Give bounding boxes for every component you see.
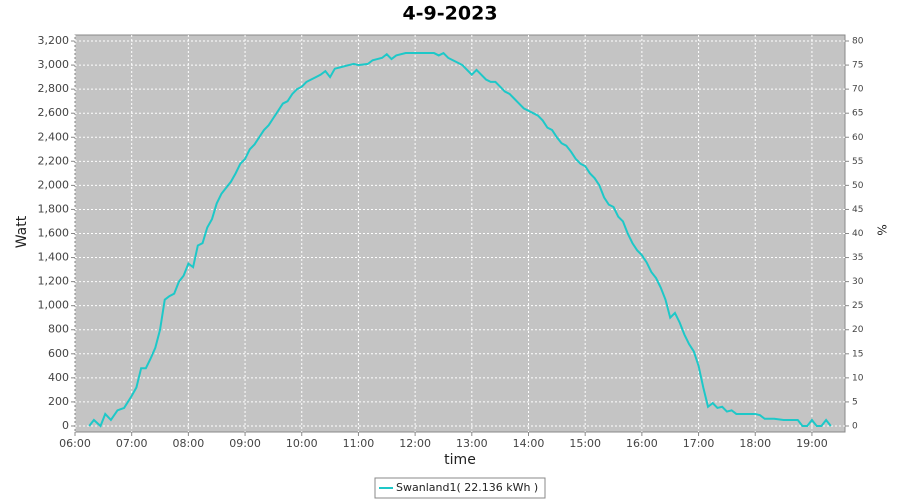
x-tick-label: 12:00 — [399, 437, 431, 450]
y2-tick-label: 60 — [852, 133, 864, 143]
y-tick-label: 800 — [48, 323, 69, 336]
y2-tick-label: 5 — [852, 397, 858, 407]
y2-tick-label: 65 — [852, 109, 863, 119]
x-tick-label: 10:00 — [286, 437, 318, 450]
y2-tick-label: 80 — [852, 37, 864, 47]
x-tick-label: 17:00 — [683, 437, 715, 450]
y-tick-label: 400 — [48, 371, 69, 384]
y2-tick-label: 35 — [852, 253, 863, 263]
y-tick-label: 3,000 — [38, 58, 70, 71]
legend-box — [374, 477, 546, 499]
x-tick-label: 19:00 — [796, 437, 828, 450]
x-tick-label: 18:00 — [739, 437, 771, 450]
x-tick-label: 11:00 — [343, 437, 375, 450]
x-tick-label: 07:00 — [116, 437, 148, 450]
x-tick-label: 16:00 — [626, 437, 658, 450]
y-tick-label: 2,400 — [38, 130, 70, 143]
y-tick-label: 1,200 — [38, 275, 70, 288]
y-tick-label: 1,600 — [38, 227, 70, 240]
y2-tick-label: 75 — [852, 61, 863, 71]
y-axis-label: Watt — [14, 215, 30, 248]
y2-tick-label: 55 — [852, 157, 863, 167]
chart-title: 4-9-2023 — [402, 3, 497, 25]
y-tick-label: 200 — [48, 395, 69, 408]
y2-tick-label: 45 — [852, 205, 863, 215]
y2-tick-label: 25 — [852, 301, 863, 311]
y-tick-label: 1,800 — [38, 202, 70, 215]
x-tick-label: 08:00 — [173, 437, 205, 450]
x-tick-label: 15:00 — [569, 437, 601, 450]
y-tick-label: 1,400 — [38, 251, 70, 264]
y2-axis-label: % — [875, 224, 889, 235]
y-tick-label: 2,200 — [38, 154, 70, 167]
y2-tick-label: 50 — [852, 181, 864, 191]
x-axis-label: time — [444, 452, 476, 468]
y-tick-label: 3,200 — [38, 34, 70, 47]
y2-tick-label: 40 — [852, 229, 864, 239]
y-tick-label: 2,000 — [38, 178, 70, 191]
y-tick-label: 0 — [62, 419, 69, 432]
y2-tick-label: 15 — [852, 349, 863, 359]
y2-tick-label: 10 — [852, 373, 864, 383]
y-tick-label: 1,000 — [38, 299, 70, 312]
x-tick-label: 14:00 — [513, 437, 545, 450]
legend-label: Swanland1( 22.136 kWh ) — [396, 481, 538, 494]
data-line — [88, 51, 832, 428]
y-tick-label: 2,800 — [38, 82, 70, 95]
y-tick-label: 2,600 — [38, 106, 70, 119]
x-tick-label: 09:00 — [229, 437, 261, 450]
y-tick-label: 600 — [48, 347, 69, 360]
y2-tick-label: 20 — [852, 325, 864, 335]
y2-tick-label: 30 — [852, 277, 864, 287]
x-tick-label: 13:00 — [456, 437, 488, 450]
x-tick-label: 06:00 — [59, 437, 91, 450]
y2-tick-label: 70 — [852, 85, 864, 95]
y2-tick-label: 0 — [852, 421, 858, 431]
